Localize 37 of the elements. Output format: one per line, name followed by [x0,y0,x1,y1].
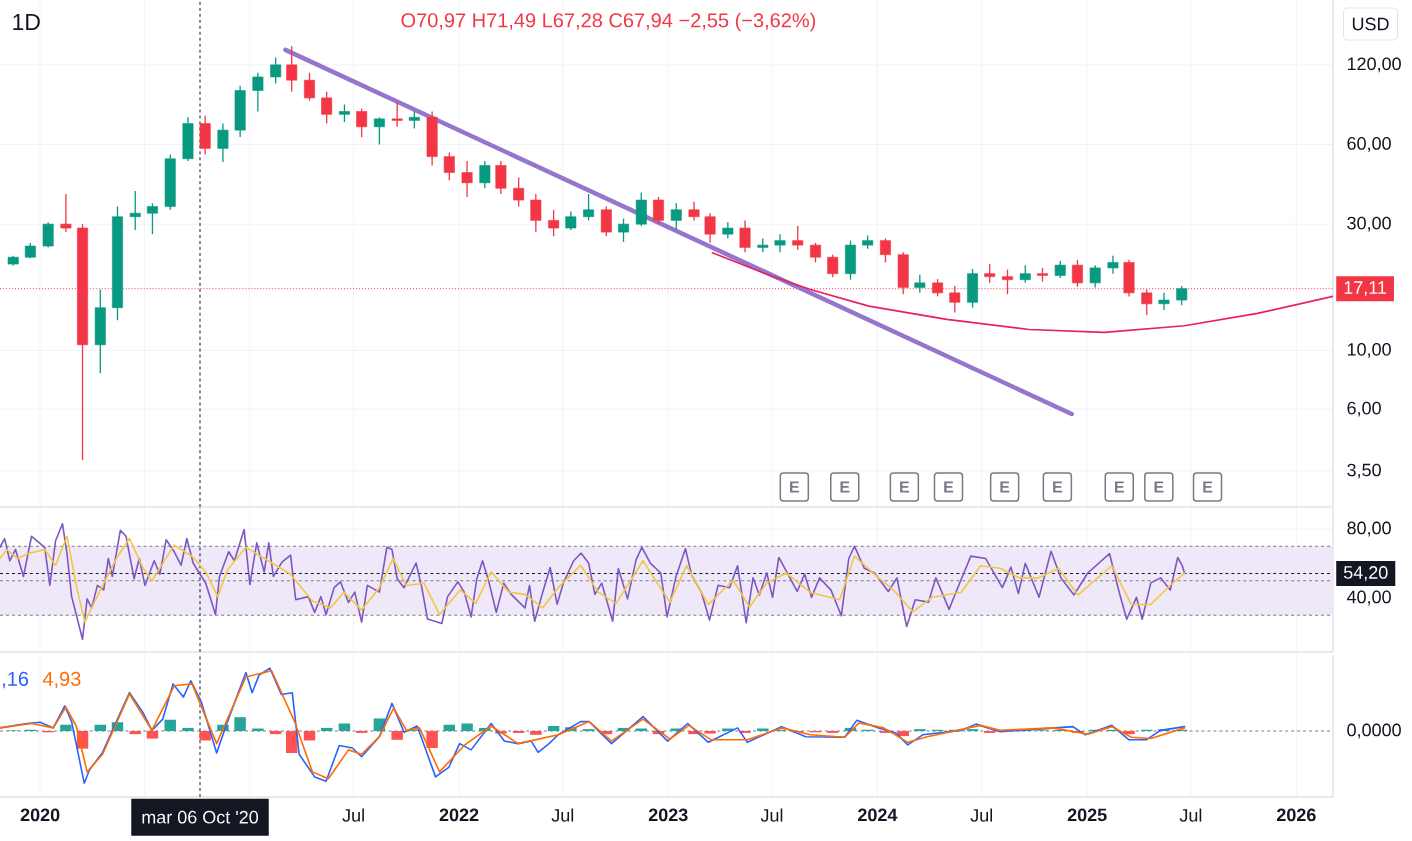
y-tick-label: 10,00 [1347,342,1391,358]
x-tick-label: 2023 [648,808,688,822]
y-tick-label: 6,00 [1347,401,1381,417]
text: O70,97 H71,49 L67,28 C67,94 −2,55 (−3,62%) [401,12,816,32]
ref-line-label: mar 06 Oct '20 [142,810,259,824]
annotation: E [900,481,910,493]
annotation: E [1154,481,1164,493]
annotation: E [944,481,954,493]
x-tick-label: Jul [760,808,783,822]
x-tick-label: 2025 [1067,808,1107,822]
x-tick-label: 2020 [20,808,60,822]
y-tick-label: 40,00 [1346,590,1391,606]
ref-line-label: 0,0000 [1347,723,1401,739]
x-tick-label: 2022 [439,808,479,822]
annotation: ,16 [3,671,29,689]
x-tick-label: Jul [970,808,993,822]
x-tick-label: 2024 [858,808,898,822]
x-tick-label: Jul [342,808,364,822]
annotation: E [1000,481,1010,493]
y-tick-label: 30,00 [1347,216,1391,232]
annotation: 4,93 [42,671,81,689]
annotation: E [840,481,850,493]
x-tick-label: Jul [551,808,574,822]
annotation: E [1115,481,1124,493]
y-tick-label: 60,00 [1347,137,1391,152]
x-tick-label: Jul [1179,808,1202,822]
y-tick-label: 80,00 [1347,521,1391,537]
x-tick-label: 2026 [1276,808,1316,822]
chart-title: 1D [13,14,40,30]
y-tick-label: 3,50 [1347,463,1381,479]
ref-line-label: 17,11 [1344,281,1387,297]
ref-line-label: 54,20 [1343,566,1388,581]
annotation: E [1203,481,1213,493]
annotation: E [790,481,800,493]
y-tick-label: 120,00 [1347,57,1401,73]
text: USD [1352,17,1389,31]
annotation: E [1053,481,1063,493]
